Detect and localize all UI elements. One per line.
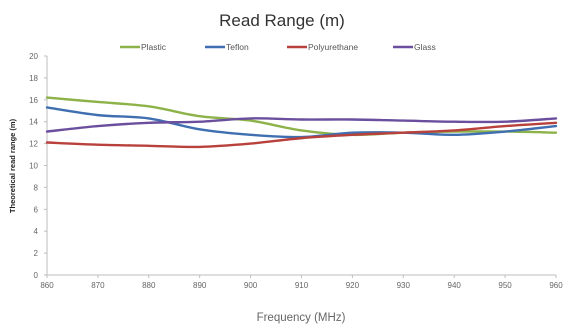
y-tick-label: 6 bbox=[34, 205, 39, 214]
y-tick-label: 16 bbox=[29, 96, 38, 105]
y-tick-label: 20 bbox=[29, 52, 38, 61]
x-tick-label: 930 bbox=[397, 281, 411, 290]
x-tick-label: 900 bbox=[244, 281, 258, 290]
x-axis-ticks: 860 870 880 890 900 910 920 930 940 950 960 bbox=[40, 275, 563, 290]
chart-title: Read Range (m) bbox=[219, 11, 345, 30]
x-tick-label: 880 bbox=[142, 281, 156, 290]
x-axis-label: Frequency (MHz) bbox=[257, 312, 346, 324]
series-group bbox=[45, 96, 558, 149]
x-tick-label: 960 bbox=[549, 281, 563, 290]
y-tick-label: 18 bbox=[29, 74, 38, 83]
y-tick-label: 10 bbox=[29, 162, 38, 171]
x-tick-label: 910 bbox=[295, 281, 309, 290]
x-tick-label: 870 bbox=[91, 281, 105, 290]
y-tick-label: 0 bbox=[34, 271, 39, 280]
y-tick-label: 2 bbox=[34, 249, 39, 258]
series-line-glass bbox=[45, 117, 558, 133]
y-tick-label: 4 bbox=[34, 227, 39, 236]
y-tick-label: 14 bbox=[29, 118, 38, 127]
x-tick-label: 860 bbox=[40, 281, 54, 290]
y-tick-label: 12 bbox=[29, 140, 38, 149]
x-tick-label: 920 bbox=[346, 281, 360, 290]
x-tick-label: 940 bbox=[448, 281, 462, 290]
y-axis-ticks: 0 2 4 6 8 10 12 14 16 18 20 bbox=[29, 52, 47, 280]
legend: Plastic Teflon Polyurethane Glass bbox=[120, 42, 436, 52]
legend-label-polyurethane: Polyurethane bbox=[308, 42, 358, 52]
y-tick-label: 8 bbox=[34, 183, 39, 192]
x-tick-label: 950 bbox=[498, 281, 512, 290]
x-tick-label: 890 bbox=[193, 281, 207, 290]
legend-label-teflon: Teflon bbox=[226, 42, 249, 52]
y-axis-label: Theoretical read range (m) bbox=[8, 118, 17, 213]
legend-label-plastic: Plastic bbox=[141, 42, 167, 52]
legend-label-glass: Glass bbox=[414, 42, 436, 52]
series-line-polyurethane bbox=[45, 121, 558, 149]
series-line-plastic bbox=[45, 96, 558, 137]
